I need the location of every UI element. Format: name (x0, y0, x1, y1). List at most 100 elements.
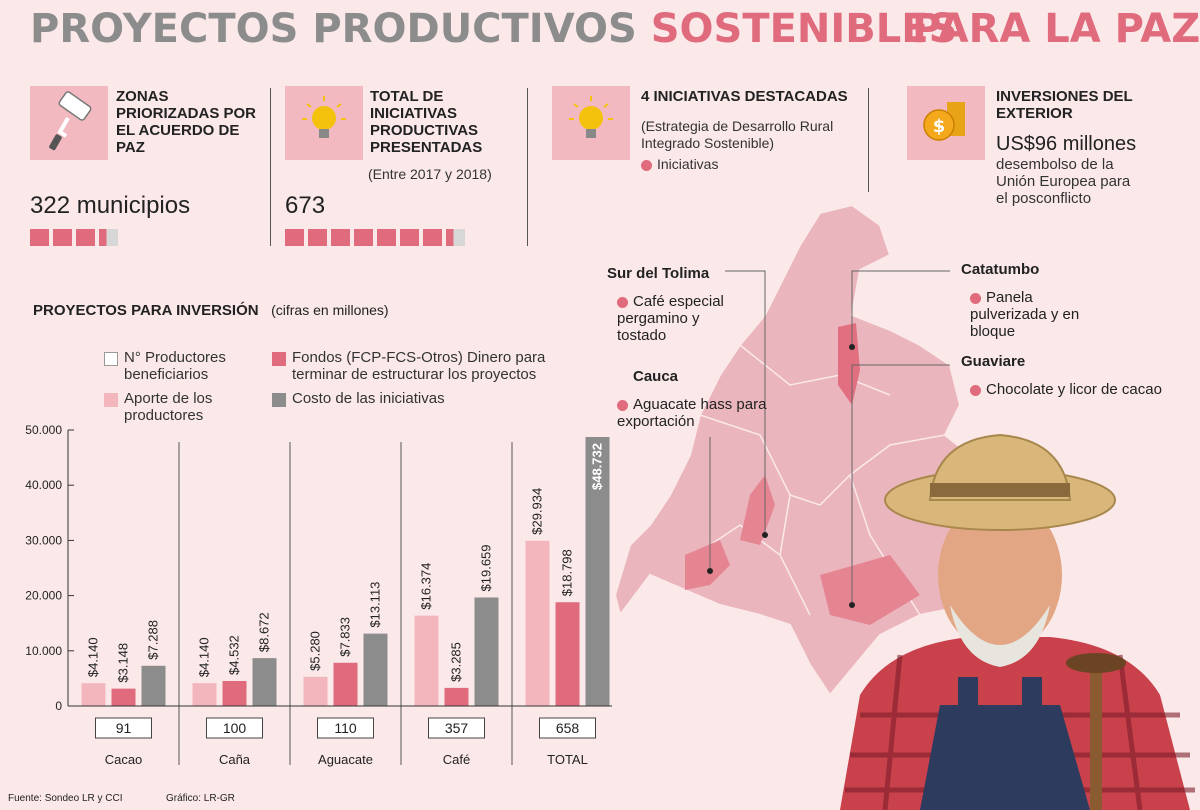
bar (444, 687, 469, 706)
category-label: Caña (219, 752, 251, 767)
legend-label: N° Productores beneficiarios (124, 349, 226, 383)
bar (222, 680, 247, 706)
light-bulb-icon (552, 86, 630, 160)
producers-box (206, 717, 263, 739)
producers-box (539, 717, 596, 739)
category-label: Aguacate (318, 752, 373, 767)
progress-block (377, 229, 396, 246)
legend-swatch (272, 393, 286, 407)
bar-value-label: $48.732 (590, 443, 605, 490)
bar (333, 662, 358, 706)
progress-block (354, 229, 373, 246)
category-label: TOTAL (547, 752, 588, 767)
destacadas-desc: (Estrategia de Desarrollo Rural Integrad… (641, 118, 834, 151)
bar (192, 683, 217, 706)
legend-label: Fondos (FCP-FCS-Otros) Dinero para termi… (292, 349, 546, 383)
region-name: Cauca (633, 368, 679, 385)
producers-count: 100 (223, 720, 247, 736)
producers-box (95, 717, 152, 739)
legend-label: Aporte de los productores (124, 390, 213, 424)
divider (270, 88, 271, 246)
footer-graphic: Gráfico: LR-GR (166, 793, 235, 804)
progress-block (423, 229, 442, 246)
progress-block (30, 229, 49, 246)
page-title-right: PARA LA PAZ (912, 6, 1200, 52)
bar-value-label: $3.148 (116, 643, 131, 683)
bar (474, 597, 499, 706)
progress-block (308, 229, 327, 246)
region-name: Sur del Tolima (607, 265, 710, 282)
producers-count: 357 (445, 720, 469, 736)
bar (525, 540, 550, 706)
inversiones-value: US$96 millones (996, 133, 1137, 155)
bar-value-label: $5.280 (308, 631, 323, 671)
paint-roller-icon (30, 86, 108, 160)
region-desc: Chocolate y licor de cacao (970, 381, 1190, 398)
divider (868, 88, 869, 192)
bar-value-label: $29.934 (530, 488, 545, 535)
bar (252, 658, 277, 706)
producers-box (317, 717, 374, 739)
destacadas-heading: 4 INICIATIVAS DESTACADAS (641, 88, 848, 105)
bar-value-label: $19.659 (479, 544, 494, 591)
progress-block (446, 229, 465, 246)
y-tick-label: 10.000 (25, 644, 62, 658)
iniciativas-progress (285, 229, 465, 246)
bar (303, 676, 328, 706)
legend-dot (970, 384, 981, 396)
bar (414, 615, 439, 706)
progress-block (76, 229, 95, 246)
iniciativas-heading: TOTAL DE INICIATIVAS PRODUCTIVAS PRESENT… (370, 88, 483, 156)
bar-value-label: $7.288 (146, 620, 161, 660)
iniciativas-value: 673 (285, 192, 326, 219)
bar-value-label: $16.374 (419, 563, 434, 610)
producers-count: 110 (334, 720, 357, 736)
bar (363, 633, 388, 706)
destacadas-legend: Iniciativas (641, 156, 718, 173)
bar-value-label: $4.532 (227, 635, 242, 675)
bar (141, 665, 166, 706)
legend-dot (617, 296, 628, 308)
legend-dot (617, 399, 628, 411)
bar (111, 688, 136, 706)
bar-value-label: $3.285 (449, 642, 464, 682)
inversiones-heading: INVERSIONES DEL EXTERIOR (996, 88, 1133, 122)
legend-swatch (272, 352, 286, 366)
coins-icon: $ (907, 86, 985, 160)
region-desc: Panela pulverizada y en bloque (970, 289, 1080, 340)
region-name: Catatumbo (961, 261, 1040, 278)
zonas-progress (30, 229, 118, 246)
divider (527, 88, 528, 246)
bar-value-label: $4.140 (86, 637, 101, 677)
colombia-map (613, 203, 1012, 697)
zonas-heading: ZONAS PRIORIZADAS POR EL ACUERDO DE PAZ (116, 88, 257, 156)
light-bulb-icon (285, 86, 363, 160)
farmer-photo (840, 433, 1195, 810)
legend-swatch (104, 352, 118, 366)
zonas-value: 322 municipios (30, 192, 191, 219)
bar-value-label: $18.798 (560, 549, 575, 596)
bar-value-label: $8.672 (257, 612, 272, 652)
y-tick-label: 40.000 (25, 478, 62, 492)
legend-label: Costo de las iniciativas (292, 390, 445, 407)
region-name: Guaviare (961, 353, 1026, 370)
producers-count: 91 (116, 720, 132, 736)
progress-block (99, 229, 118, 246)
producers-count: 658 (556, 720, 580, 736)
legend-dot (641, 159, 652, 171)
page-title: PROYECTOS PRODUCTIVOS SOSTENIBLES (30, 6, 958, 52)
region-desc: Café especial pergamino y tostado (617, 293, 724, 344)
svg-text:$: $ (933, 116, 946, 137)
investment-chart: $4.140 $3.148 $7.288 91 Cacao $4.140 $4.532 $8.… (25, 423, 612, 767)
legend-swatch (104, 393, 118, 407)
inversiones-desc: desembolso de la Unión Europea para el p… (996, 156, 1131, 207)
progress-block (53, 229, 72, 246)
region-desc: Aguacate hass para exportación (617, 396, 767, 430)
y-tick-label: 0 (55, 699, 62, 713)
producers-box (428, 717, 485, 739)
progress-block (331, 229, 350, 246)
iniciativas-period: (Entre 2017 y 2018) (368, 166, 492, 182)
y-tick-label: 30.000 (25, 533, 62, 547)
bar (555, 602, 580, 706)
bar-value-label: $4.140 (197, 637, 212, 677)
